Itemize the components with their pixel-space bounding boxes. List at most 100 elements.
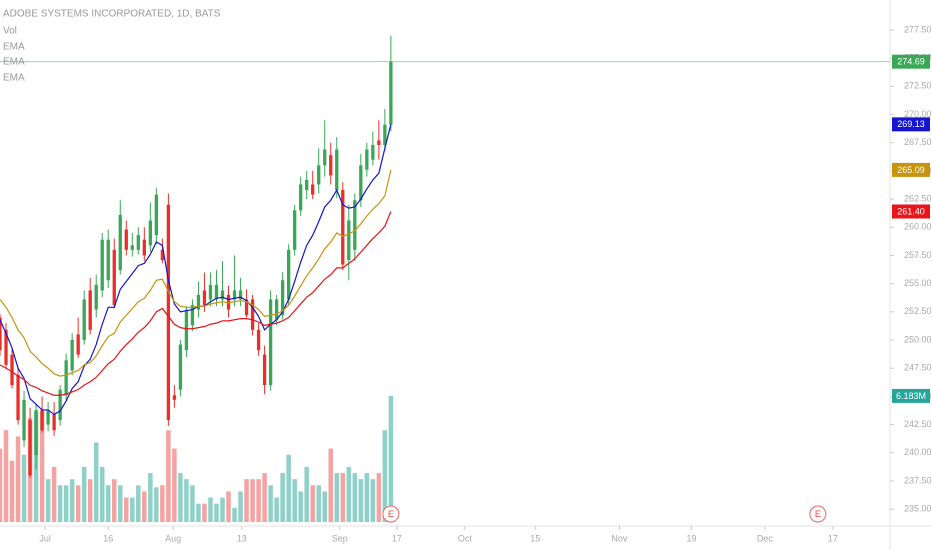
y-tick-label: 255.00: [904, 278, 932, 288]
candle-body: [238, 290, 243, 300]
volume-bar: [124, 497, 129, 522]
volume-bar: [184, 479, 189, 522]
candle-body: [88, 290, 92, 330]
price-label-box: [892, 117, 930, 132]
volume-bar: [376, 473, 382, 522]
candle-body: [317, 165, 321, 185]
volume-bar: [154, 487, 159, 522]
candle-body: [142, 239, 146, 256]
candle-body: [46, 409, 50, 425]
volume-bar: [316, 485, 321, 522]
y-tick-label: 242.50: [904, 419, 932, 429]
volume-bar: [208, 497, 213, 522]
plot: [0, 35, 890, 522]
volume-bar: [148, 473, 153, 522]
x-tick-label: Sep: [332, 533, 348, 543]
volume-bar: [160, 485, 165, 522]
candle-body: [106, 239, 110, 281]
price-label-box: [892, 204, 930, 219]
candle-body: [10, 354, 14, 386]
candle-body: [274, 299, 279, 320]
candle-body: [0, 317, 2, 351]
volume-bar: [202, 503, 207, 522]
candle-body: [256, 329, 261, 351]
candle-body: [136, 235, 140, 250]
event-marker: [382, 505, 400, 523]
legend-entry: EMA: [3, 42, 25, 53]
ema-line: [0, 124, 392, 416]
y-tick-label: 252.50: [904, 306, 932, 316]
candle-body: [329, 155, 333, 176]
candle-body: [166, 204, 171, 421]
candle-body: [341, 190, 345, 265]
volume-bar: [57, 485, 63, 522]
y-tick-label: 277.50: [904, 24, 932, 34]
volume-bar: [112, 479, 117, 522]
candle-body: [76, 334, 80, 355]
volume-bar: [274, 497, 279, 522]
y-tick-label: 262.50: [904, 193, 932, 203]
candle-body: [293, 210, 297, 250]
volume-bar: [214, 503, 219, 522]
candle-body: [359, 165, 363, 201]
volume-bar: [3, 430, 9, 522]
event-label: E: [388, 509, 394, 519]
ema-line: [0, 211, 392, 396]
volume-bar: [99, 466, 105, 522]
candle-body: [52, 414, 56, 431]
volume-bar: [130, 497, 135, 522]
candle-body: [250, 299, 255, 330]
y-tick-label: 237.50: [904, 475, 932, 485]
price-label: 261.40: [897, 206, 925, 216]
volume-bar: [292, 479, 297, 522]
volume-bar: [232, 507, 237, 522]
volume-bar: [382, 430, 388, 522]
x-tick-label: 16: [103, 533, 113, 543]
price-label: 269.13: [897, 119, 925, 129]
candle-body: [118, 214, 122, 271]
y-tick-label: 250.00: [904, 334, 932, 344]
candle-body: [82, 299, 86, 341]
volume-bar: [196, 503, 201, 522]
volume-bar: [9, 460, 15, 522]
volume-bar: [370, 479, 376, 522]
x-tick-label: 13: [237, 533, 247, 543]
volume-bar: [172, 448, 177, 522]
volume-bar: [81, 466, 87, 522]
candle-body: [383, 124, 387, 145]
volume-bar: [190, 485, 195, 522]
candle-body: [184, 309, 189, 351]
candle-body: [100, 239, 104, 291]
candle-body: [371, 144, 375, 160]
y-tick-label: 240.00: [904, 447, 932, 457]
event-label: E: [815, 509, 821, 519]
volume-bar: [268, 485, 273, 522]
candle-body: [94, 284, 98, 310]
y-tick-label: 257.50: [904, 250, 932, 260]
y-tick-label: 247.50: [904, 363, 932, 373]
volume-bar: [322, 491, 327, 522]
volume-bar: [256, 479, 261, 522]
volume-bar: [304, 466, 309, 522]
x-tick-label: 15: [530, 533, 540, 543]
ema-line: [0, 169, 392, 377]
volume-bar: [238, 491, 243, 522]
y-tick-label: 270.00: [904, 109, 932, 119]
volume-bar: [262, 473, 267, 522]
volume-bar: [39, 411, 45, 522]
candle-body: [323, 149, 327, 166]
candle-body: [22, 399, 26, 441]
candle-body: [268, 299, 273, 386]
y-tick-label: 235.00: [904, 504, 932, 514]
volume-bar: [226, 491, 231, 522]
x-tick-label: 17: [828, 533, 838, 543]
candle-body: [154, 194, 159, 236]
candle-body: [196, 294, 201, 310]
volume-bar: [358, 479, 364, 522]
x-tick-label: Dec: [757, 533, 774, 543]
candle-body: [202, 290, 207, 306]
candle-body: [353, 200, 357, 250]
volume-bar: [75, 485, 81, 522]
